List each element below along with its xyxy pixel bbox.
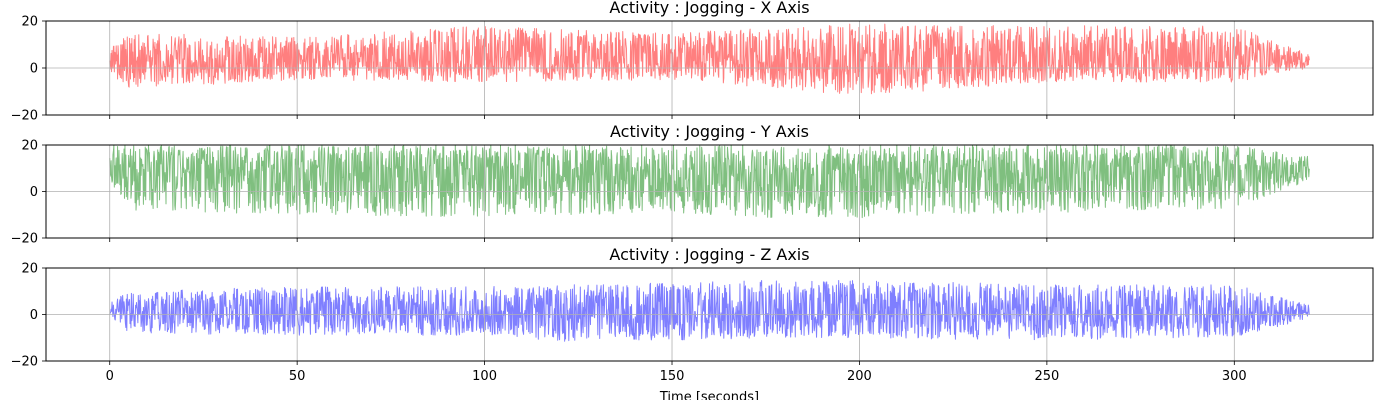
y-tick-label: 0 — [30, 308, 38, 323]
chart-title: Activity : Jogging - Y Axis — [610, 122, 809, 141]
x-tick-label: 50 — [289, 369, 306, 384]
subplot-x-axis: Activity : Jogging - X Axis −20 0 20 — [11, 0, 1374, 124]
y-tick-label: 0 — [30, 62, 38, 77]
chart-title: Activity : Jogging - X Axis — [609, 0, 809, 17]
y-tick-label: −20 — [11, 232, 38, 247]
x-tick-label: 300 — [1222, 369, 1247, 384]
subplot-y-axis: Activity : Jogging - Y Axis −20 0 20 — [11, 122, 1374, 247]
x-tick-label: 250 — [1034, 369, 1059, 384]
x-tick-label: 150 — [660, 369, 685, 384]
y-tick-label: −20 — [11, 109, 38, 124]
signal-line-z — [109, 279, 1310, 342]
x-tick-label: 0 — [106, 369, 114, 384]
y-tick-label: −20 — [11, 355, 38, 370]
y-tick-label: 20 — [21, 139, 38, 154]
signal-line-x — [109, 23, 1310, 95]
x-tick-label: 100 — [472, 369, 497, 384]
chart-title: Activity : Jogging - Z Axis — [609, 245, 809, 264]
signal-line-y — [109, 145, 1310, 219]
y-tick-label: 20 — [21, 15, 38, 30]
y-tick-label: 0 — [30, 185, 38, 200]
x-tick-label: 200 — [847, 369, 872, 384]
x-axis-label: Time [seconds] — [659, 390, 759, 400]
y-tick-label: 20 — [21, 262, 38, 277]
